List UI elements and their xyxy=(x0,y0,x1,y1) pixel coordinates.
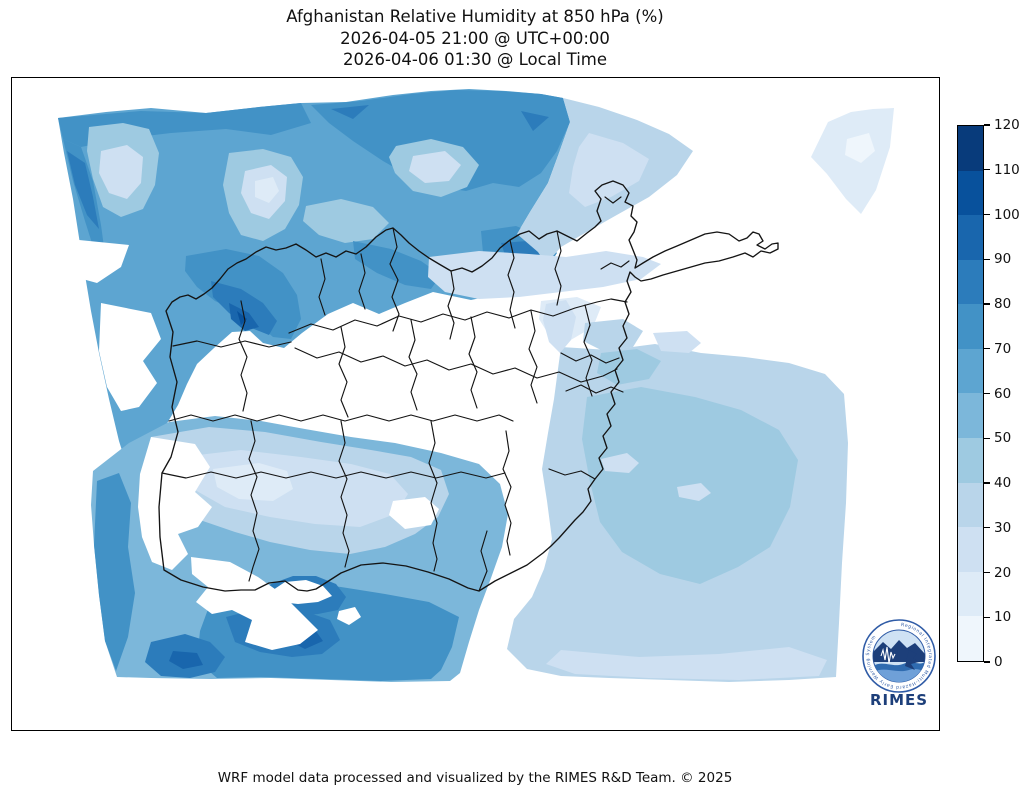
title-line-2: 2026-04-05 21:00 @ UTC+00:00 xyxy=(340,28,610,48)
title-line-3: 2026-04-06 01:30 @ Local Time xyxy=(342,50,608,69)
logo-wordmark: RIMES xyxy=(870,691,928,709)
colorbar-tick-label: 20 xyxy=(994,564,1012,581)
colorbar-tick-label: 10 xyxy=(994,609,1012,626)
colorbar-cell xyxy=(958,348,983,394)
colorbar-tick-label: 0 xyxy=(994,654,1003,670)
rimes-logo: Regional Integrated Multi-Hazard Early W… xyxy=(855,616,943,710)
colorbar-tick-label: 30 xyxy=(994,519,1012,536)
humidity-contours xyxy=(58,89,894,682)
colorbar-tick-mark xyxy=(984,437,990,439)
colorbar-cell xyxy=(958,304,983,349)
colorbar-tick-label: 90 xyxy=(994,251,1012,268)
title-line-1: Afghanistan Relative Humidity at 850 hPa… xyxy=(286,7,664,26)
colorbar-cell xyxy=(958,170,983,216)
colorbar-tick-label: 70 xyxy=(994,340,1012,357)
colorbar-cell xyxy=(958,482,983,528)
colorbar-tick-mark xyxy=(984,392,990,395)
colorbar-cell xyxy=(958,527,983,572)
colorbar-tick-label: 50 xyxy=(994,430,1012,447)
colorbar-tick-mark xyxy=(984,348,990,350)
colorbar-tick-mark xyxy=(984,258,990,260)
colorbar-tick-label: 40 xyxy=(994,475,1012,491)
colorbar-tick-mark xyxy=(984,616,990,618)
colorbar-tick-mark xyxy=(984,213,990,216)
colorbar-tick-label: 80 xyxy=(994,296,1012,312)
colorbar-tick-label: 100 xyxy=(994,206,1020,223)
province-boundaries xyxy=(158,180,779,592)
colorbar-cell xyxy=(958,259,983,305)
colorbar-cell xyxy=(958,393,983,439)
colorbar-tick-mark xyxy=(984,661,990,663)
map-frame xyxy=(11,77,940,731)
colorbar-tick-mark xyxy=(984,482,990,484)
colorbar-tick-label: 110 xyxy=(994,161,1020,178)
footer-credit: WRF model data processed and visualized … xyxy=(217,770,733,786)
colorbar-tick-mark xyxy=(984,169,990,171)
colorbar-tick-label: 120 xyxy=(994,117,1020,133)
colorbar-cell xyxy=(958,438,983,483)
colorbar-tick-mark xyxy=(984,571,990,574)
colorbar-cell xyxy=(958,616,983,661)
logo-art xyxy=(873,640,925,682)
colorbar-tick-mark xyxy=(984,527,990,529)
colorbar-cell xyxy=(958,126,983,171)
colorbar-tick-label: 60 xyxy=(994,385,1012,402)
colorbar-cell xyxy=(958,215,983,260)
colorbar-tick-mark xyxy=(984,124,990,126)
humidity-contour-map xyxy=(58,89,894,682)
colorbar-tick-mark xyxy=(984,303,990,305)
colorbar xyxy=(957,125,984,662)
rimes-logo-graphic: Regional Integrated Multi-Hazard Early W… xyxy=(862,619,936,709)
colorbar-cell xyxy=(958,571,983,617)
afghanistan-outline xyxy=(158,180,779,592)
plot-title: Afghanistan Relative Humidity at 850 hPa… xyxy=(0,6,950,71)
